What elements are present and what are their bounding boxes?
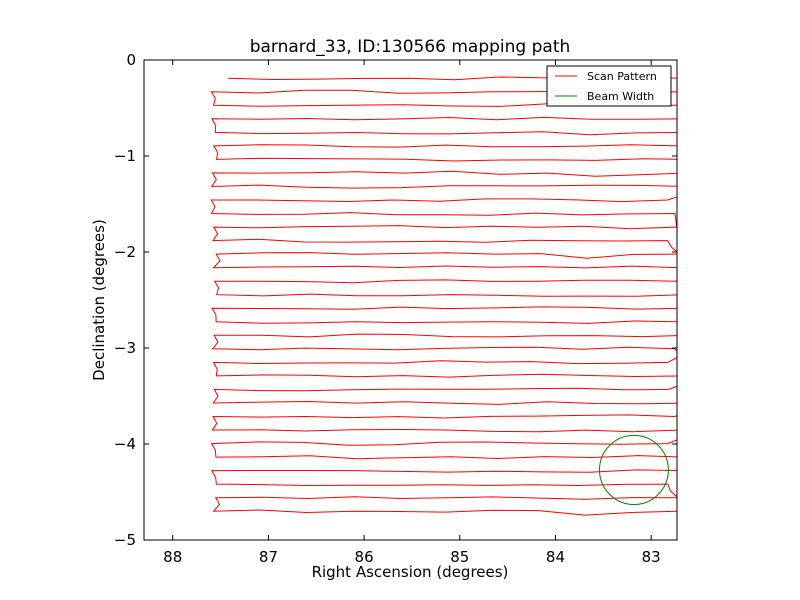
y-axis-label: Declination (degrees)	[90, 219, 108, 381]
chart-title: barnard_33, ID:130566 mapping path	[250, 37, 571, 57]
legend-label-scan-pattern: Scan Pattern	[587, 70, 657, 83]
scan-pattern-line	[210, 76, 677, 516]
y-tick-label: −5	[114, 531, 136, 549]
x-tick-label: 86	[355, 548, 374, 566]
legend: Scan Pattern Beam Width	[546, 65, 672, 107]
beam-width-circle	[598, 434, 669, 505]
x-tick-label: 83	[642, 548, 661, 566]
x-axis-label: Right Ascension (degrees)	[312, 563, 509, 581]
y-tick-label: −4	[114, 435, 136, 453]
legend-label-beam-width: Beam Width	[587, 90, 654, 103]
x-tick-label: 88	[163, 548, 182, 566]
y-tick-label: 0	[126, 51, 136, 69]
legend-box	[546, 65, 672, 107]
x-tick-label: 85	[450, 548, 469, 566]
y-tick-label: −2	[114, 243, 136, 261]
x-tick-label: 84	[546, 548, 565, 566]
y-tick-label: −3	[114, 339, 136, 357]
plot-frame	[143, 59, 678, 541]
data-layer	[210, 76, 677, 516]
x-tick-label: 87	[259, 548, 278, 566]
axis-ticks: 88 87 86 85 84 83 0 −1 −2 −3 −4 −5	[114, 51, 677, 566]
plot-area	[144, 60, 677, 540]
y-tick-label: −1	[114, 147, 136, 165]
